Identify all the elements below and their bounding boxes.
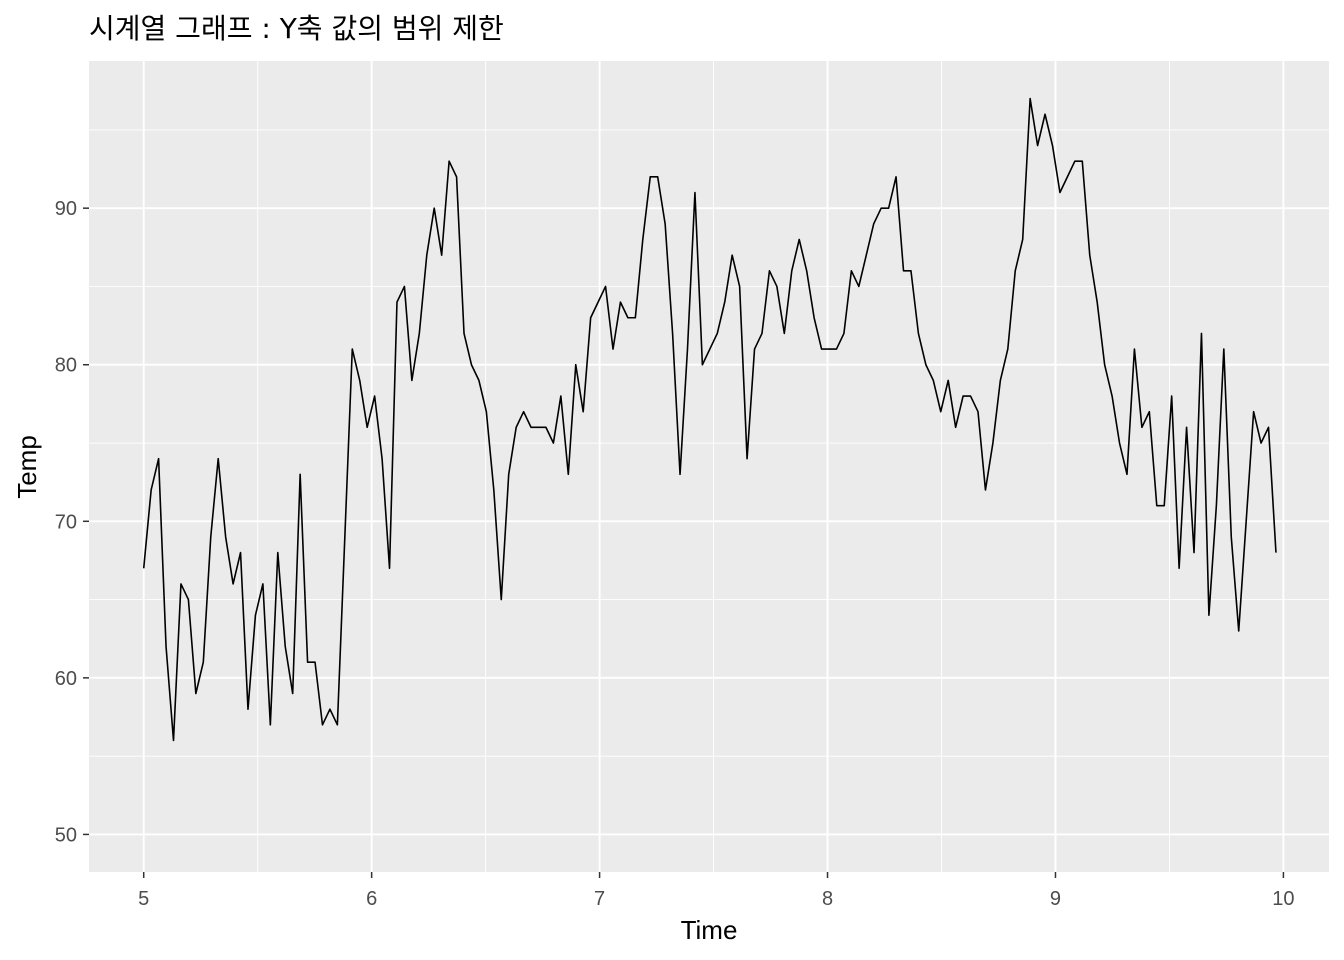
- temp-series-line: [142, 97, 1277, 742]
- y-axis-ticks: 50 60 70 80 90: [55, 198, 89, 846]
- y-tick-label: 70: [55, 511, 77, 533]
- x-tick-label: 10: [1272, 888, 1294, 910]
- y-tick-label: 60: [55, 668, 77, 690]
- x-tick-label: 8: [822, 888, 833, 910]
- x-tick-label: 7: [594, 888, 605, 910]
- x-tick-label: 5: [138, 888, 149, 910]
- y-axis-title: Temp: [12, 435, 42, 499]
- chart-title: 시계열 그래프 : Y축 값의 범위 제한: [89, 12, 504, 45]
- x-axis-title: Time: [681, 915, 738, 945]
- y-tick-label: 50: [55, 824, 77, 846]
- x-axis-ticks: 5 6 7 8 9 10: [138, 872, 1295, 910]
- x-tick-label: 6: [366, 888, 377, 910]
- major-gridlines: [89, 61, 1329, 872]
- y-tick-label: 90: [55, 198, 77, 220]
- x-tick-label: 9: [1050, 888, 1061, 910]
- plot-panel: [89, 61, 1329, 872]
- y-tick-label: 80: [55, 355, 77, 377]
